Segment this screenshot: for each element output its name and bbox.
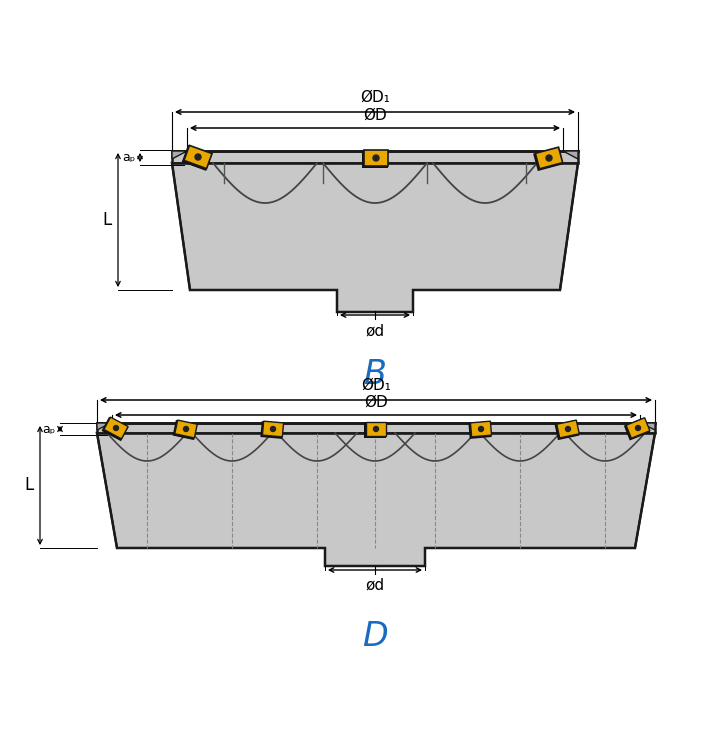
Polygon shape — [182, 145, 213, 171]
Text: B: B — [363, 358, 387, 391]
Circle shape — [183, 426, 189, 432]
Circle shape — [566, 426, 571, 432]
Polygon shape — [172, 151, 187, 159]
Polygon shape — [563, 151, 578, 159]
Polygon shape — [172, 163, 578, 312]
Text: L: L — [25, 476, 34, 495]
Circle shape — [114, 426, 119, 431]
Polygon shape — [535, 147, 563, 169]
Polygon shape — [626, 418, 650, 438]
Text: ød: ød — [365, 323, 384, 338]
Text: ØD₁: ØD₁ — [361, 378, 391, 393]
Circle shape — [195, 154, 201, 160]
Text: L: L — [103, 211, 112, 229]
Text: ØD: ØD — [363, 108, 387, 123]
Polygon shape — [104, 417, 128, 439]
Circle shape — [546, 155, 552, 161]
Circle shape — [271, 426, 275, 432]
Text: ØD₁: ØD₁ — [360, 90, 390, 105]
Polygon shape — [97, 433, 655, 566]
Text: D: D — [362, 620, 388, 653]
Polygon shape — [468, 421, 491, 439]
Polygon shape — [364, 150, 388, 166]
Circle shape — [373, 426, 379, 432]
Polygon shape — [97, 423, 111, 430]
Text: ød: ød — [365, 578, 384, 593]
Text: ØD: ØD — [364, 395, 388, 410]
Polygon shape — [533, 147, 563, 171]
Polygon shape — [557, 420, 579, 438]
Text: aₚ: aₚ — [42, 423, 55, 435]
Polygon shape — [261, 421, 284, 439]
Polygon shape — [641, 423, 655, 430]
Polygon shape — [97, 423, 655, 433]
Polygon shape — [362, 150, 388, 168]
Polygon shape — [101, 417, 128, 441]
Circle shape — [373, 155, 379, 161]
Circle shape — [636, 426, 641, 431]
Text: aₚ: aₚ — [122, 151, 135, 164]
Polygon shape — [184, 145, 212, 169]
Polygon shape — [364, 422, 386, 438]
Polygon shape — [173, 420, 197, 440]
Polygon shape — [262, 421, 284, 437]
Polygon shape — [470, 421, 491, 437]
Circle shape — [478, 426, 483, 432]
Polygon shape — [172, 151, 578, 163]
Polygon shape — [175, 420, 197, 438]
Polygon shape — [624, 418, 650, 440]
Polygon shape — [366, 422, 386, 436]
Polygon shape — [555, 420, 579, 440]
